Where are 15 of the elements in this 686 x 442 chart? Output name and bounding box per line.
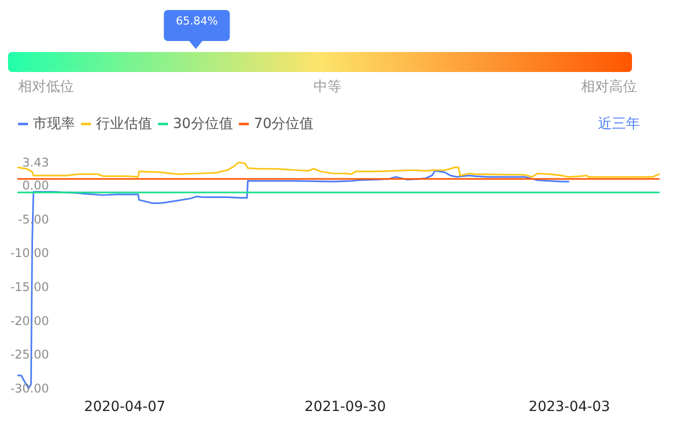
x-tick-label: 2020-04-07 [84, 399, 166, 415]
category-label: 中等 [314, 79, 342, 95]
legend-label: 行业估值 [96, 116, 152, 132]
category-label: 相对低位 [18, 79, 74, 95]
legend-label: 30分位值 [173, 116, 233, 132]
text: 近三年 [598, 116, 640, 132]
legend-label: 市现率 [33, 116, 75, 132]
category-label: 相对高位 [581, 79, 637, 95]
x-tick-label: 2021-09-30 [304, 399, 386, 415]
y-tick-label: 0.00 [22, 178, 49, 193]
legend-label: 70分位值 [254, 116, 314, 132]
y-tick-label: -30.00 [10, 381, 49, 396]
x-tick-label: 2023-04-03 [528, 399, 610, 415]
pointer: 65.84% [164, 10, 230, 49]
y-tick-label: 3.43 [22, 156, 49, 170]
